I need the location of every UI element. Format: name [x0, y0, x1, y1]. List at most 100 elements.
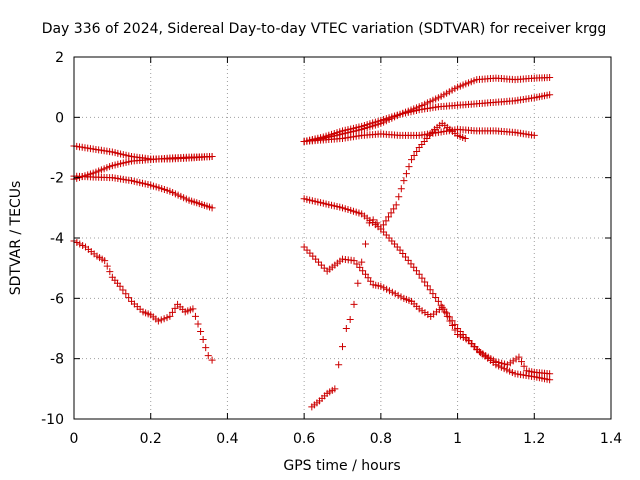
data-point — [432, 293, 440, 301]
data-point — [429, 290, 437, 298]
x-tick-label: 0.4 — [216, 431, 238, 447]
data-point — [312, 255, 320, 263]
y-tick-label: 2 — [55, 50, 64, 66]
x-axis-label: GPS time / hours — [283, 458, 400, 474]
data-point — [73, 239, 81, 247]
data-point — [397, 293, 405, 301]
grid — [74, 57, 611, 419]
data-point — [382, 217, 390, 225]
data-point — [300, 243, 308, 251]
data-point — [465, 337, 473, 345]
data-point — [373, 219, 381, 227]
data-point — [331, 385, 339, 393]
data-point — [204, 352, 212, 360]
data-point — [320, 264, 328, 272]
data-point — [392, 201, 400, 209]
data-point — [388, 288, 396, 296]
series-sat-i — [300, 243, 554, 378]
y-tick-label: -4 — [50, 231, 64, 247]
data-point — [309, 252, 317, 260]
data-point — [208, 356, 216, 364]
data-point — [208, 204, 216, 212]
data-point — [400, 177, 408, 185]
data-points — [70, 74, 554, 411]
data-point — [402, 170, 410, 178]
data-point — [451, 326, 459, 334]
data-point — [426, 286, 434, 294]
data-point — [362, 240, 370, 248]
data-point — [391, 290, 399, 298]
data-point — [383, 285, 391, 293]
data-point — [387, 209, 395, 217]
data-point — [189, 305, 197, 313]
data-point — [154, 317, 162, 325]
data-point — [518, 358, 525, 366]
data-point — [415, 270, 423, 278]
data-point — [377, 282, 385, 290]
data-point — [443, 309, 451, 317]
x-tick-label: 0 — [70, 431, 79, 447]
data-point — [377, 225, 385, 233]
data-point — [346, 315, 354, 323]
data-point — [546, 370, 554, 378]
data-point — [353, 260, 361, 268]
data-point — [350, 300, 358, 308]
data-point — [335, 361, 343, 369]
data-point — [106, 268, 114, 276]
data-point — [421, 278, 429, 286]
series-sat-g — [300, 74, 554, 145]
data-point — [515, 353, 523, 361]
data-point — [546, 74, 554, 82]
data-point — [191, 312, 199, 320]
data-point — [385, 213, 393, 221]
data-point — [459, 334, 467, 342]
data-point — [438, 303, 446, 311]
data-point — [498, 359, 506, 367]
data-point — [495, 358, 503, 366]
data-point — [199, 336, 207, 344]
data-point — [160, 315, 168, 323]
data-point — [520, 362, 528, 370]
data-point — [103, 262, 111, 270]
data-point — [166, 312, 174, 320]
data-point — [359, 267, 367, 275]
data-point — [408, 156, 416, 164]
data-point — [434, 297, 442, 305]
series-sat-j — [308, 119, 469, 411]
data-point — [367, 277, 375, 285]
x-tick-label: 1.4 — [600, 431, 622, 447]
data-point — [546, 91, 554, 99]
data-point — [339, 343, 346, 351]
data-point — [116, 282, 124, 290]
data-point — [163, 314, 171, 322]
y-tick-label: 0 — [55, 110, 64, 126]
x-tick-labels: 0 0.2 0.4 0.6 0.8 1 1.2 1.4 — [70, 431, 623, 447]
data-point — [456, 332, 464, 340]
data-point — [413, 148, 421, 156]
y-axis-label: SDTVAR / TECUs — [8, 181, 24, 296]
data-point — [410, 152, 418, 160]
data-point — [492, 358, 500, 366]
data-point — [546, 376, 554, 384]
x-tick-label: 1 — [453, 431, 462, 447]
data-point — [125, 294, 133, 302]
data-point — [358, 258, 366, 266]
y-tick-label: -10 — [41, 412, 64, 428]
data-point — [443, 312, 451, 320]
data-point — [350, 257, 358, 265]
data-point — [394, 291, 402, 299]
y-tick-label: -8 — [50, 352, 64, 368]
data-point — [462, 335, 470, 343]
series-sat-h — [300, 195, 554, 384]
data-point — [119, 286, 127, 294]
y-tick-label: -2 — [50, 171, 64, 187]
data-point — [197, 328, 205, 336]
data-point — [171, 304, 179, 312]
data-point — [365, 219, 373, 227]
data-point — [194, 320, 202, 328]
data-point — [448, 321, 456, 329]
data-point — [356, 263, 364, 271]
x-tick-label: 0.8 — [370, 431, 392, 447]
data-point — [315, 258, 323, 266]
